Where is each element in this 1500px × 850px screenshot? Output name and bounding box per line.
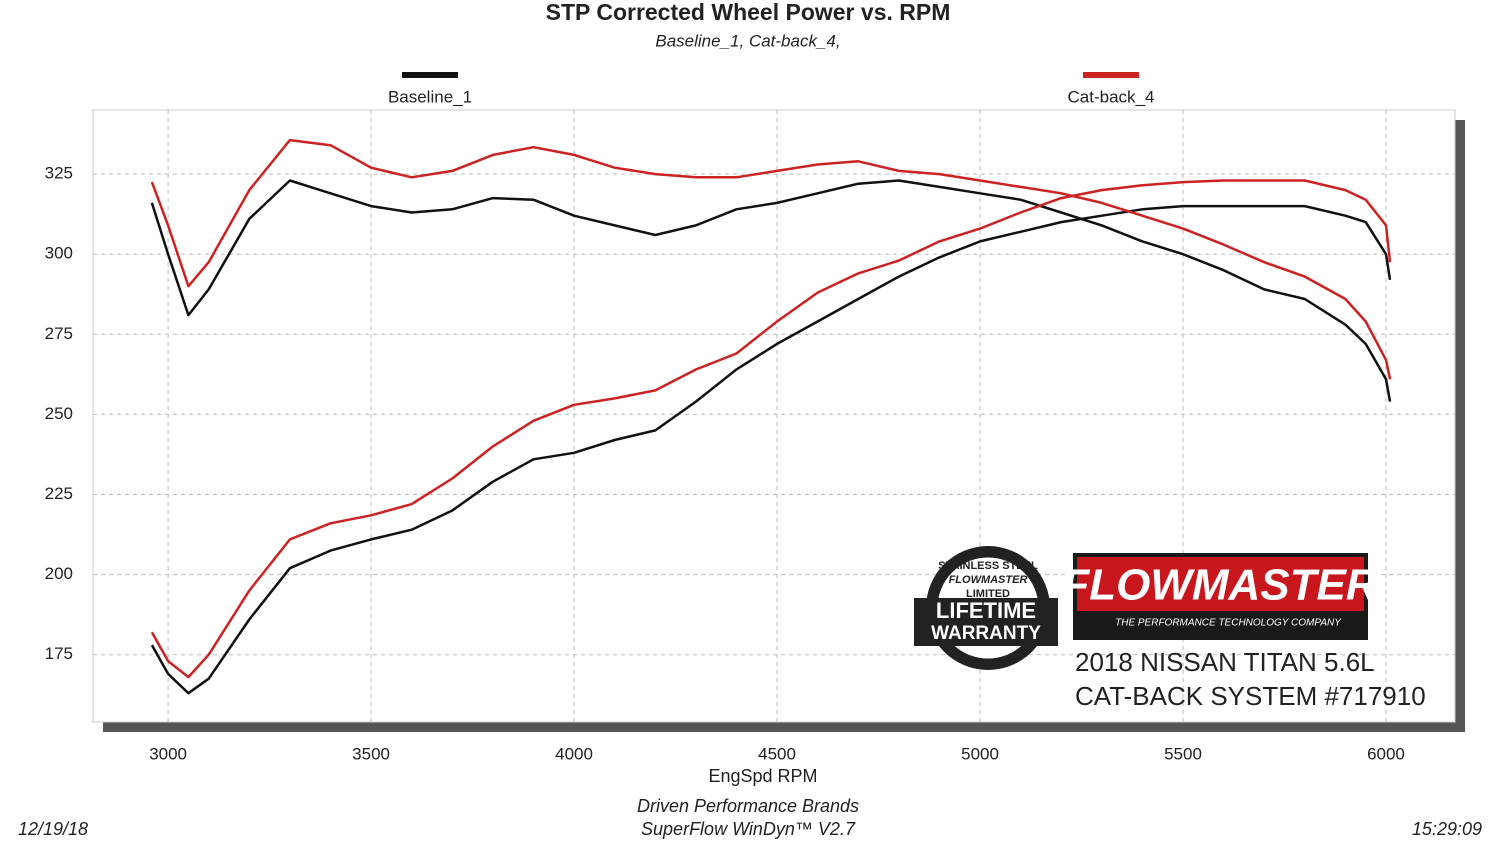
- x-tick-label: 5500: [1164, 744, 1202, 763]
- chart-subtitle: Baseline_1, Cat-back_4,: [655, 31, 840, 50]
- data-line: [150, 179, 1392, 679]
- time: 15:29:09: [1412, 819, 1482, 839]
- caption: 2018 NISSAN TITAN 5.6L: [1075, 647, 1375, 677]
- y-tick-label: 250: [45, 404, 73, 423]
- footer-line: SuperFlow WinDyn™ V2.7: [641, 819, 856, 839]
- date: 12/19/18: [18, 819, 88, 839]
- logo-red: [1077, 557, 1364, 611]
- x-tick-label: 3000: [149, 744, 187, 763]
- x-tick-label: 4500: [758, 744, 796, 763]
- data-line: [150, 204, 1392, 695]
- y-tick-label: 325: [45, 164, 73, 183]
- footer-line: Driven Performance Brands: [637, 796, 859, 816]
- x-axis-label: EngSpd RPM: [708, 766, 817, 786]
- chart-title: STP Corrected Wheel Power vs. RPM: [546, 0, 951, 25]
- legend-label: Baseline_1: [388, 87, 472, 106]
- warranty-badge: STAINLESS STEEL FLOWMASTER LIMITED LIFET…: [914, 546, 1058, 670]
- y-tick-label: 275: [45, 324, 73, 343]
- badge-text: WARRANTY: [931, 623, 1041, 644]
- badge-band: [914, 598, 1058, 646]
- y-tick-label: 200: [45, 564, 73, 583]
- data-line: [150, 138, 1392, 380]
- logo-tagline: THE PERFORMANCE TECHNOLOGY COMPANY: [1115, 618, 1342, 629]
- logo-text: FLOWMASTER: [1062, 561, 1378, 610]
- lines: [150, 138, 1392, 695]
- x-tick-label: 5000: [961, 744, 999, 763]
- legend-label: Cat-back_4: [1068, 87, 1155, 106]
- badge-text: FLOWMASTER: [949, 574, 1028, 586]
- y-tick-label: 225: [45, 484, 73, 503]
- x-tick-label: 3500: [352, 744, 390, 763]
- x-tick-label: 4000: [555, 744, 593, 763]
- x-tick-label: 6000: [1367, 744, 1405, 763]
- grid: [93, 110, 1455, 722]
- caption: CAT-BACK SYSTEM #717910: [1075, 681, 1426, 711]
- flowmaster-logo: FLOWMASTER THE PERFORMANCE TECHNOLOGY CO…: [1062, 553, 1378, 640]
- y-tick-label: 300: [45, 244, 73, 263]
- badge-text: STAINLESS STEEL: [938, 560, 1038, 572]
- badge-text: LIMITED: [966, 588, 1010, 600]
- y-tick-label: 175: [45, 644, 73, 663]
- data-line: [150, 179, 1392, 402]
- badge-text: LIFETIME: [936, 598, 1036, 623]
